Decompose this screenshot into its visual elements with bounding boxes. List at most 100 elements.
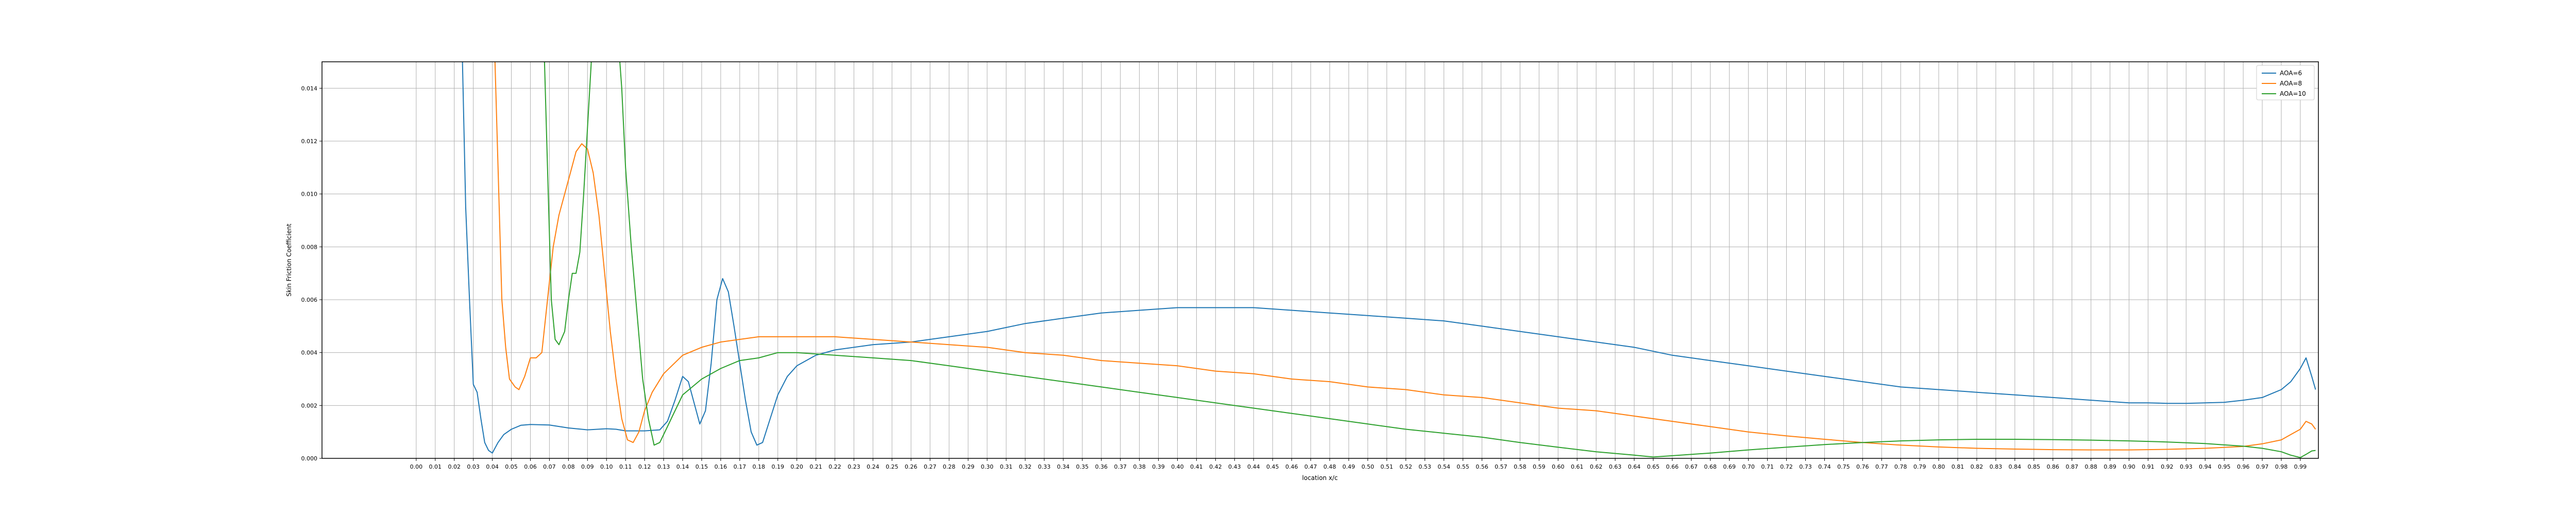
x-tick-label: 0.94: [2199, 464, 2212, 470]
x-tick-label: 0.37: [1114, 464, 1127, 470]
x-tick-label: 0.54: [1437, 464, 1450, 470]
x-tick-label: 0.33: [1038, 464, 1051, 470]
x-tick-label: 0.74: [1818, 464, 1831, 470]
x-tick-label: 0.63: [1609, 464, 1622, 470]
x-tick-label: 0.59: [1533, 464, 1546, 470]
x-tick-label: 0.91: [2142, 464, 2155, 470]
x-tick-label: 0.69: [1723, 464, 1736, 470]
series-line-1: [462, 62, 2316, 454]
x-tick-label: 0.39: [1152, 464, 1165, 470]
x-tick-label: 0.25: [886, 464, 899, 470]
x-tick-label: 0.16: [715, 464, 727, 470]
x-tick-label: 0.47: [1304, 464, 1317, 470]
x-tick-label: 0.85: [2027, 464, 2040, 470]
x-tick-label: 0.73: [1799, 464, 1812, 470]
series-line-3: [544, 62, 2316, 458]
x-tick-label: 0.42: [1209, 464, 1222, 470]
x-tick-label: 0.28: [943, 464, 956, 470]
x-tick-label: 0.45: [1266, 464, 1279, 470]
x-tick-label: 0.40: [1171, 464, 1184, 470]
x-tick-label: 0.86: [2046, 464, 2059, 470]
legend-label-1: AOA=6: [2280, 70, 2302, 77]
x-axis-label: location x/c: [1302, 474, 1337, 482]
x-tick-label: 0.66: [1666, 464, 1679, 470]
x-tick-label: 0.21: [809, 464, 822, 470]
x-tick-label: 0.46: [1285, 464, 1298, 470]
x-tick-label: 0.32: [1019, 464, 1032, 470]
x-tick-label: 0.96: [2237, 464, 2250, 470]
x-tick-label: 0.56: [1476, 464, 1488, 470]
x-tick-label: 0.35: [1076, 464, 1089, 470]
x-tick-label: 0.09: [581, 464, 594, 470]
x-tick-label: 0.77: [1875, 464, 1888, 470]
x-tick-label: 0.61: [1571, 464, 1584, 470]
x-tick-label: 0.62: [1590, 464, 1603, 470]
x-tick-label: 0.60: [1552, 464, 1565, 470]
series-lines: [462, 62, 2316, 458]
x-tick-label: 0.70: [1742, 464, 1755, 470]
x-tick-label: 0.81: [1952, 464, 1964, 470]
y-tick-label: 0.006: [301, 297, 318, 303]
x-tick-label: 0.72: [1780, 464, 1793, 470]
x-tick-label: 0.65: [1647, 464, 1660, 470]
x-tick-label: 0.05: [505, 464, 518, 470]
x-tick-label: 0.10: [600, 464, 613, 470]
x-tick-label: 0.51: [1381, 464, 1394, 470]
x-tick-label: 0.92: [2161, 464, 2174, 470]
x-tick-label: 0.02: [448, 464, 461, 470]
x-tick-label: 0.14: [676, 464, 689, 470]
x-tick-label: 0.17: [734, 464, 747, 470]
y-tick-label: 0.014: [301, 85, 318, 92]
x-tick-label: 0.04: [486, 464, 499, 470]
x-tick-label: 0.90: [2123, 464, 2136, 470]
x-tick-label: 0.57: [1495, 464, 1507, 470]
x-tick-label: 0.99: [2294, 464, 2307, 470]
x-tick-label: 0.22: [828, 464, 841, 470]
x-tick-label: 0.97: [2256, 464, 2269, 470]
x-tick-label: 0.84: [2009, 464, 2022, 470]
x-tick-label: 0.95: [2218, 464, 2231, 470]
x-tick-label: 0.20: [790, 464, 803, 470]
x-tick-label: 0.76: [1856, 464, 1869, 470]
legend-box: [2256, 65, 2315, 100]
y-axis-label: Skin Friction Coefficient: [285, 224, 293, 297]
x-tick-label: 0.89: [2104, 464, 2116, 470]
x-tick-label: 0.93: [2180, 464, 2193, 470]
y-tick-label: 0.002: [301, 402, 318, 409]
x-tick-label: 0.19: [771, 464, 784, 470]
x-tick-label: 0.38: [1133, 464, 1146, 470]
x-tick-label: 0.78: [1894, 464, 1907, 470]
y-tick-label: 0.012: [301, 138, 318, 145]
x-tick-label: 0.23: [848, 464, 860, 470]
x-tick-label: 0.06: [524, 464, 537, 470]
x-tick-label: 0.00: [410, 464, 423, 470]
x-tick-label: 0.44: [1247, 464, 1260, 470]
x-tick-label: 0.79: [1913, 464, 1926, 470]
x-tick-label: 0.80: [1933, 464, 1945, 470]
x-tick-label: 0.07: [543, 464, 556, 470]
x-tick-label: 0.30: [981, 464, 994, 470]
x-tick-label: 0.88: [2084, 464, 2097, 470]
x-tick-label: 0.71: [1761, 464, 1774, 470]
x-tick-label: 0.75: [1837, 464, 1850, 470]
y-tick-label: 0.010: [301, 191, 318, 198]
y-tick-label: 0.004: [301, 350, 318, 356]
legend-label-2: AOA=8: [2280, 80, 2302, 87]
x-tick-label: 0.41: [1190, 464, 1203, 470]
x-tick-label: 0.15: [696, 464, 708, 470]
x-tick-label: 0.11: [619, 464, 632, 470]
x-tick-label: 0.67: [1685, 464, 1698, 470]
x-tick-label: 0.50: [1362, 464, 1375, 470]
x-tick-label: 0.29: [962, 464, 975, 470]
legend: AOA=6 AOA=8 AOA=10: [2256, 65, 2315, 100]
plot-frame: [321, 61, 2319, 459]
x-tick-label: 0.82: [1971, 464, 1984, 470]
x-tick-label: 0.18: [753, 464, 766, 470]
x-tick-label: 0.64: [1628, 464, 1641, 470]
x-tick-label: 0.03: [467, 464, 480, 470]
plot-background: [322, 62, 2318, 458]
x-tick-label: 0.98: [2275, 464, 2288, 470]
x-tick-label: 0.49: [1343, 464, 1355, 470]
legend-label-3: AOA=10: [2280, 90, 2306, 97]
